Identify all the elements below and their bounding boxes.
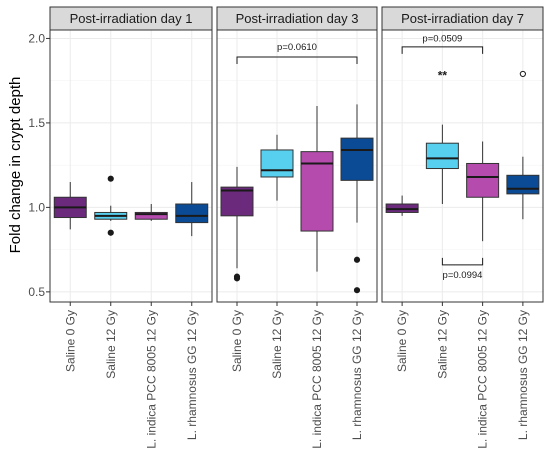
significance-bracket <box>401 46 484 54</box>
panel-border <box>49 29 213 303</box>
x-tick-label: Saline 0 Gy <box>230 310 244 372</box>
box-body <box>340 137 374 181</box>
x-tick-label: Saline 0 Gy <box>395 310 409 372</box>
panel-background <box>382 30 543 302</box>
facet-title: Post-irradiation day 1 <box>70 11 193 26</box>
significance-stars: ** <box>438 69 448 83</box>
y-tick-label: 1.0 <box>28 200 45 214</box>
p-value-label: p=0.0994 <box>443 270 483 281</box>
box <box>175 182 209 237</box>
significance-bracket <box>236 56 358 65</box>
box-body <box>175 203 209 224</box>
x-tick-label: Saline 0 Gy <box>63 310 77 372</box>
y-tick-label: 2.0 <box>28 31 45 45</box>
panel-background <box>50 30 212 302</box>
x-tick-label: L. indica PCC 8005 12 Gy <box>144 310 158 449</box>
x-tick-label: Saline 12 Gy <box>104 310 118 379</box>
panel-border <box>216 29 378 303</box>
outlier-point <box>233 273 241 280</box>
x-tick-label: Saline 12 Gy <box>270 310 284 379</box>
box <box>425 124 459 205</box>
box-body <box>425 142 459 170</box>
box-body <box>220 186 254 217</box>
p-value-label: p=0.0610 <box>277 42 317 53</box>
box-body <box>134 211 168 220</box>
box-body <box>506 174 540 195</box>
x-tick-label: L. rhamnosus GG 12 Gy <box>516 310 530 440</box>
box <box>53 182 87 230</box>
y-tick-label: 0.5 <box>28 285 45 299</box>
p-value-label: p=0.0509 <box>422 33 462 44</box>
facet-title: Post-irradiation day 3 <box>236 11 359 26</box>
box <box>466 141 500 242</box>
panel-border <box>381 29 544 303</box>
outlier-point <box>519 70 526 78</box>
box <box>385 195 419 216</box>
box <box>220 166 254 282</box>
box-body <box>260 149 294 178</box>
x-tick-label: Saline 12 Gy <box>435 310 449 379</box>
box-body <box>300 151 334 232</box>
x-tick-label: L. rhamnosus GG 12 Gy <box>350 310 364 440</box>
outlier-point <box>107 175 114 182</box>
box <box>300 106 334 272</box>
outlier-point <box>353 256 361 263</box>
box <box>94 175 128 236</box>
y-tick-label: 1.5 <box>28 116 45 130</box>
y-axis-label: Fold change in crypt depth <box>7 77 24 254</box>
box-body <box>466 162 500 198</box>
facet-panel: Post-irradiation day 3 p=0.0610 Saline 0 G… <box>216 6 378 449</box>
facet-panel: Post-irradiation day 1 Saline 0 Gy Saline … <box>49 6 213 449</box>
box <box>506 70 540 220</box>
facet-panel: Post-irradiation day 7 p=0.0509 ** p=0.0994… <box>381 6 544 449</box>
box <box>340 104 374 294</box>
significance-bracket <box>441 257 484 266</box>
x-tick-label: L. rhamnosus GG 12 Gy <box>185 310 199 440</box>
outlier-point <box>353 287 361 294</box>
box <box>260 134 294 201</box>
outlier-point <box>107 229 114 236</box>
box <box>134 204 168 221</box>
x-tick-label: L. indica PCC 8005 12 Gy <box>310 310 324 449</box>
x-tick-label: L. indica PCC 8005 12 Gy <box>476 310 490 449</box>
facet-title: Post-irradiation day 7 <box>401 11 524 26</box>
